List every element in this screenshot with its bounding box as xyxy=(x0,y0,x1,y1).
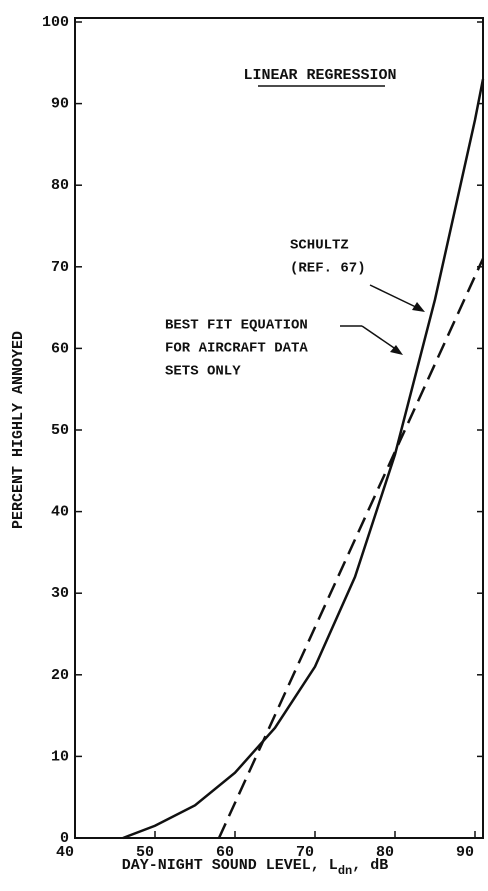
y-tick-label: 20 xyxy=(51,667,69,684)
x-axis-label-subscript: dn xyxy=(338,864,352,878)
y-tick-label: 10 xyxy=(51,748,69,765)
annotation: SETS ONLY xyxy=(165,364,241,380)
x-tick-label: 90 xyxy=(456,844,474,861)
x-tick-label: 70 xyxy=(296,844,314,861)
x-tick-label: 40 xyxy=(56,844,74,861)
y-tick-label: 50 xyxy=(51,422,69,439)
arrow-head xyxy=(390,345,403,355)
x-axis-label-suffix: , dB xyxy=(352,857,388,874)
y-tick-label: 60 xyxy=(51,340,69,357)
annotation: SCHULTZ xyxy=(290,238,349,254)
line-series xyxy=(122,78,485,840)
x-tick-label: 50 xyxy=(136,844,154,861)
y-tick-label: 0 xyxy=(60,830,69,847)
line-series xyxy=(217,258,485,839)
plot-frame xyxy=(74,17,484,839)
x-axis-label-text: DAY-NIGHT SOUND LEVEL, L xyxy=(122,857,338,874)
y-tick-label: 30 xyxy=(51,585,69,602)
annotation: BEST FIT EQUATION xyxy=(165,318,308,334)
annotation-arrow xyxy=(369,284,423,311)
annotation: (REF. 67) xyxy=(290,261,366,277)
annotation-arrow xyxy=(361,325,401,353)
annotation: FOR AIRCRAFT DATA xyxy=(165,341,308,357)
y-tick-label: 80 xyxy=(51,177,69,194)
y-axis-label: PERCENT HIGHLY ANNOYED xyxy=(10,331,27,529)
x-tick-label: 60 xyxy=(216,844,234,861)
x-axis-label: DAY-NIGHT SOUND LEVEL, Ldn, dB xyxy=(122,857,388,878)
y-tick-label: 100 xyxy=(42,14,69,31)
y-tick-label: 40 xyxy=(51,504,69,521)
arrow-head xyxy=(412,302,425,312)
y-tick-label: 90 xyxy=(51,96,69,113)
x-tick-label: 80 xyxy=(376,844,394,861)
y-tick-label: 70 xyxy=(51,259,69,276)
chart-title: LINEAR REGRESSION xyxy=(243,67,396,84)
